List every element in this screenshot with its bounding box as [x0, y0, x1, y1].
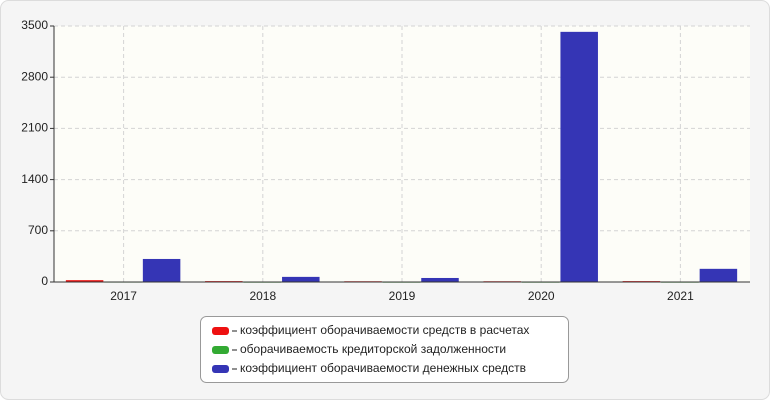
y-tick-label: 0	[41, 274, 48, 288]
legend-swatch	[212, 346, 229, 354]
bar	[560, 31, 598, 283]
x-tick-label: 2018	[249, 289, 276, 303]
bar	[699, 268, 738, 282]
y-tick-label: 3500	[21, 18, 48, 32]
x-tick-label: 2019	[389, 289, 416, 303]
legend-swatch	[212, 327, 229, 335]
y-tick-label: 2100	[21, 121, 48, 135]
x-tick-label: 2020	[528, 289, 555, 303]
bar	[421, 277, 459, 282]
y-tick-label: 700	[28, 223, 48, 237]
legend-label: оборачиваемость кредиторской задолженнос…	[240, 342, 506, 356]
x-tick-label: 2017	[110, 289, 137, 303]
bar	[142, 258, 181, 282]
legend-box	[200, 316, 569, 383]
y-tick-label: 2800	[21, 69, 48, 83]
x-tick-label: 2021	[667, 289, 694, 303]
legend-label: коэффициент оборачиваемости денежных сре…	[240, 361, 526, 375]
y-tick-label: 1400	[21, 172, 48, 186]
bar	[65, 280, 104, 282]
bar	[282, 276, 320, 282]
legend-label: коэффициент оборачиваемости средств в ра…	[240, 323, 529, 337]
legend-swatch	[212, 365, 229, 373]
